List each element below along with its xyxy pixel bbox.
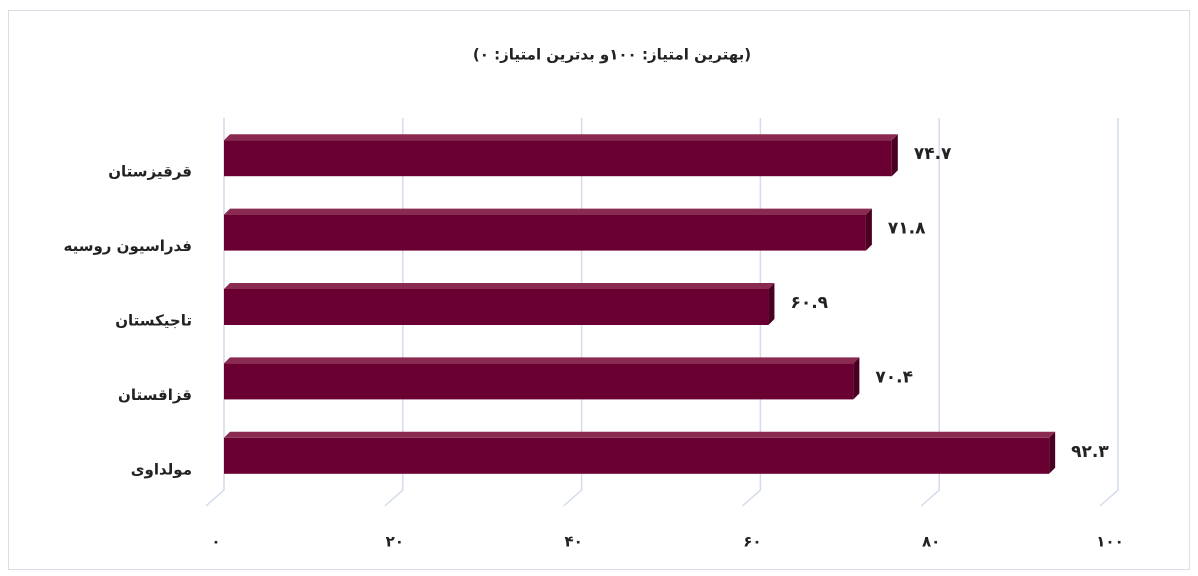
- x-tick-label: ۱۰۰: [1096, 533, 1123, 551]
- y-tick-label: فدراسیون روسیه: [64, 237, 193, 255]
- bar: [224, 140, 892, 177]
- bar-top: [224, 357, 860, 364]
- data-label: ۷۴.۷: [914, 144, 952, 164]
- bar-side: [853, 357, 860, 400]
- bar-top: [224, 134, 898, 141]
- y-tick-label: مولداوی: [131, 460, 192, 478]
- bar-side: [768, 283, 775, 325]
- bar-top: [224, 208, 872, 215]
- data-label: ۷۱.۸: [888, 219, 926, 239]
- x-tick-label: ۰: [211, 533, 220, 551]
- data-label: ۶۰.۹: [790, 293, 828, 313]
- bar-top: [224, 283, 775, 289]
- y-tick-label: تاجیکستان: [115, 312, 192, 330]
- data-label: ۹۲.۳: [1071, 442, 1109, 462]
- grid-line: [1099, 118, 1119, 507]
- y-tick-label: قرقیزستان: [108, 163, 192, 181]
- x-tick-label: ۴۰: [564, 533, 582, 551]
- bar: [224, 363, 854, 400]
- data-label: ۷۰.۴: [875, 367, 913, 387]
- x-tick-label: ۲۰: [386, 533, 404, 551]
- x-tick-label: ۶۰: [743, 533, 761, 551]
- chart-title: (بهترین امتیاز: ۱۰۰و بدترین امتیاز: ۰): [473, 46, 751, 64]
- bar: [224, 214, 866, 251]
- bar: [224, 289, 769, 325]
- bar-top: [224, 431, 1056, 438]
- bar: [224, 437, 1050, 474]
- grid-line: [920, 118, 940, 507]
- x-tick-label: ۸۰: [922, 533, 940, 551]
- bar-side: [1049, 431, 1056, 474]
- bar-side: [891, 134, 898, 177]
- bar-side: [865, 208, 872, 251]
- y-tick-label: قزاقستان: [118, 386, 192, 404]
